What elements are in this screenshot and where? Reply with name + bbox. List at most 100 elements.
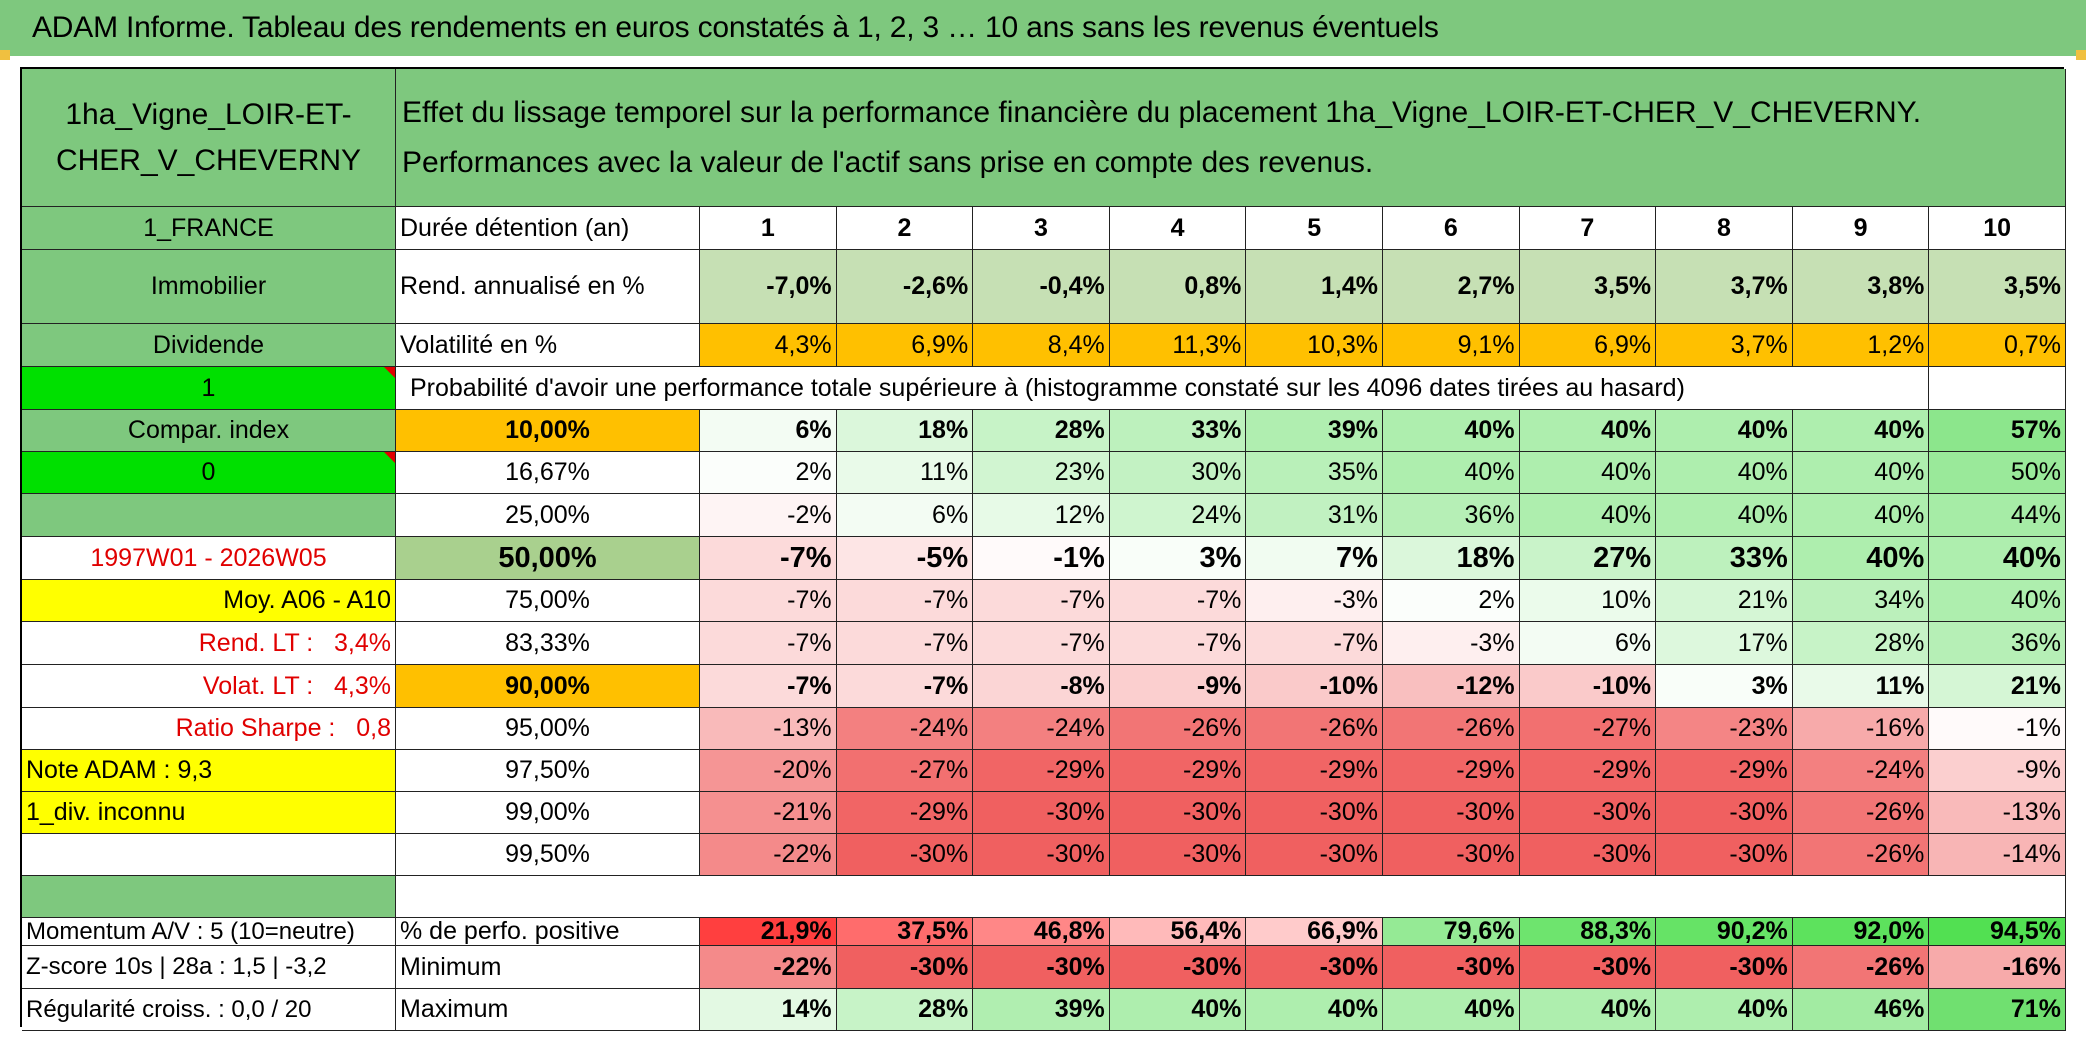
prob-value-cell[interactable]: 28% [973,410,1110,452]
prob-value-cell[interactable]: 11% [1792,665,1930,708]
prob-value-cell[interactable]: -21% [700,792,837,834]
percentile-label[interactable]: 75,00% [396,580,700,622]
prob-value-cell[interactable]: -7% [836,622,974,665]
prob-value-cell[interactable]: -7% [700,537,837,580]
note-adam-cell[interactable]: Note ADAM : 9,3 [22,750,396,792]
percentile-label[interactable]: 99,00% [396,792,700,834]
rend-value-4[interactable]: 0,8% [1109,250,1247,324]
regularite-cell[interactable]: Régularité croiss. : 0,0 / 20 [22,989,396,1031]
prob-value-cell[interactable]: 40% [1792,452,1930,494]
prob-value-cell[interactable]: -30% [1519,834,1657,876]
year-header-3[interactable]: 3 [973,207,1110,250]
compar-index-cell[interactable]: Compar. index [22,410,396,452]
prob-value-cell[interactable]: -30% [1656,792,1793,834]
maximum-value[interactable]: 39% [973,989,1110,1031]
prob-value-cell[interactable]: -10% [1519,665,1657,708]
prob-value-cell[interactable]: 6% [700,410,837,452]
prob-value-cell[interactable]: -9% [1929,750,2066,792]
prob-value-cell[interactable]: -16% [1792,708,1930,750]
prob-value-cell[interactable]: -30% [1382,792,1520,834]
flag-zero-cell[interactable]: 0 [22,452,396,494]
perfo-pos-value[interactable]: 88,3% [1519,918,1657,946]
prob-value-cell[interactable]: -30% [1382,834,1520,876]
period-cell[interactable]: 1997W01 - 2026W05 [22,537,396,580]
prob-value-cell[interactable]: -24% [836,708,974,750]
prob-value-cell[interactable]: -30% [1246,792,1383,834]
rend-value-8[interactable]: 3,7% [1656,250,1793,324]
perfo-pos-value[interactable]: 79,6% [1382,918,1520,946]
volat-value-2[interactable]: 6,9% [836,324,974,367]
volat-value-9[interactable]: 1,2% [1792,324,1930,367]
prob-value-cell[interactable]: 10% [1519,580,1657,622]
perfo-pos-label[interactable]: % de perfo. positive [396,918,700,946]
prob-value-cell[interactable]: 40% [1519,494,1657,537]
prob-value-cell[interactable]: 23% [973,452,1110,494]
prob-value-cell[interactable]: -1% [1929,708,2066,750]
prob-value-cell[interactable]: -30% [836,834,974,876]
prob-value-cell[interactable]: 6% [1519,622,1657,665]
year-header-5[interactable]: 5 [1246,207,1383,250]
country-cell[interactable]: 1_FRANCE [22,207,396,250]
prob-value-cell[interactable]: 39% [1246,410,1383,452]
maximum-value[interactable]: 46% [1792,989,1930,1031]
prob-value-cell[interactable]: 7% [1246,537,1383,580]
prob-value-cell[interactable]: -27% [836,750,974,792]
prob-value-cell[interactable]: -13% [1929,792,2066,834]
prob-value-cell[interactable]: 2% [1382,580,1520,622]
prob-value-cell[interactable]: 28% [1792,622,1930,665]
maximum-value[interactable]: 71% [1929,989,2066,1031]
rend-value-5[interactable]: 1,4% [1246,250,1383,324]
minimum-value[interactable]: -22% [700,946,837,989]
maximum-value[interactable]: 40% [1109,989,1247,1031]
prob-value-cell[interactable]: 40% [1382,410,1520,452]
prob-value-cell[interactable]: 35% [1246,452,1383,494]
prob-value-cell[interactable]: -1% [973,537,1110,580]
div-cell[interactable]: 1_div. inconnu [22,792,396,834]
prob-value-cell[interactable]: 40% [1792,494,1930,537]
prob-value-cell[interactable]: -13% [700,708,837,750]
description-cell[interactable]: Effet du lissage temporel sur la perform… [396,69,2066,207]
prob-value-cell[interactable]: -30% [973,792,1110,834]
perfo-pos-value[interactable]: 66,9% [1246,918,1383,946]
prob-value-cell[interactable]: 40% [1656,452,1793,494]
year-header-4[interactable]: 4 [1109,207,1247,250]
maximum-value[interactable]: 14% [700,989,837,1031]
percentile-label[interactable]: 97,50% [396,750,700,792]
minimum-value[interactable]: -16% [1929,946,2066,989]
volat-lt-cell[interactable]: Volat. LT : 4,3% [22,665,396,708]
prob-value-cell[interactable]: 34% [1792,580,1930,622]
prob-value-cell[interactable]: -26% [1109,708,1247,750]
prob-value-cell[interactable]: -24% [973,708,1110,750]
type-cell[interactable]: Dividende [22,324,396,367]
prob-value-cell[interactable]: 21% [1656,580,1793,622]
prob-value-cell[interactable]: 44% [1929,494,2066,537]
prob-value-cell[interactable]: 31% [1246,494,1383,537]
prob-value-cell[interactable]: 40% [1382,452,1520,494]
asset-name-cell[interactable]: 1ha_Vigne_LOIR-ET-CHER_V_CHEVERNY [22,69,396,207]
rend-value-6[interactable]: 2,7% [1382,250,1520,324]
percentile-label[interactable]: 95,00% [396,708,700,750]
prob-value-cell[interactable]: 6% [836,494,974,537]
percentile-label[interactable]: 16,67% [396,452,700,494]
volat-value-5[interactable]: 10,3% [1246,324,1383,367]
percentile-label[interactable]: 83,33% [396,622,700,665]
prob-value-cell[interactable]: 40% [1656,494,1793,537]
volat-value-7[interactable]: 6,9% [1519,324,1657,367]
perfo-pos-value[interactable]: 21,9% [700,918,837,946]
prob-value-cell[interactable]: -22% [700,834,837,876]
prob-value-cell[interactable]: 36% [1929,622,2066,665]
minimum-value[interactable]: -30% [1246,946,1383,989]
volat-value-3[interactable]: 8,4% [973,324,1110,367]
maximum-value[interactable]: 40% [1246,989,1383,1031]
prob-value-cell[interactable]: -30% [1109,834,1247,876]
zscore-cell[interactable]: Z-score 10s | 28a : 1,5 | -3,2 [22,946,396,989]
prob-value-cell[interactable]: -7% [973,622,1110,665]
rend-value-3[interactable]: -0,4% [973,250,1110,324]
prob-value-cell[interactable]: 30% [1109,452,1247,494]
year-header-7[interactable]: 7 [1519,207,1657,250]
prob-value-cell[interactable]: -7% [1109,622,1247,665]
prob-value-cell[interactable]: -7% [836,665,974,708]
prob-value-cell[interactable]: -3% [1246,580,1383,622]
prob-value-cell[interactable]: -30% [1519,792,1657,834]
prob-value-cell[interactable]: -2% [700,494,837,537]
